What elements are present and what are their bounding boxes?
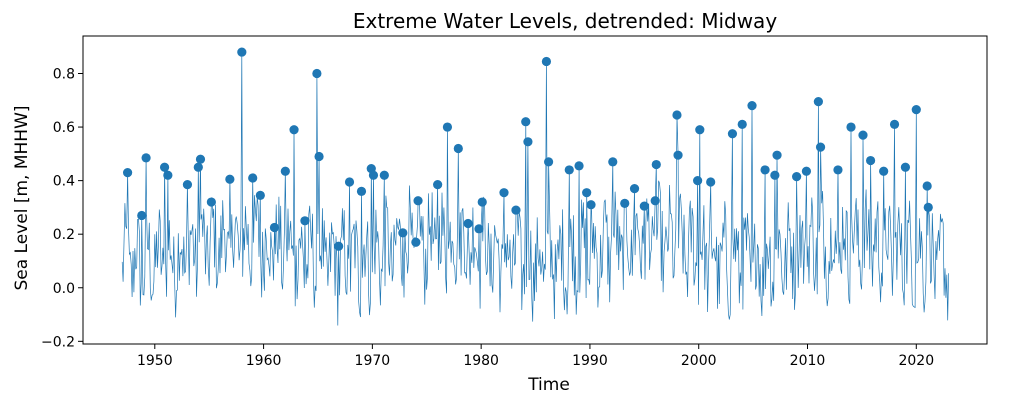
y-axis-label: Sea Level [m, MHHW] [12, 105, 32, 290]
x-tick-label: 1980 [463, 353, 499, 369]
extreme-point [695, 125, 705, 135]
extreme-point [911, 105, 921, 115]
extreme-point [334, 241, 344, 251]
extreme-point [543, 157, 554, 167]
extreme-point [269, 222, 280, 233]
extreme-point [541, 56, 552, 67]
extreme-point [815, 142, 826, 152]
extreme-point [760, 165, 770, 175]
extreme-point [255, 190, 265, 200]
extreme-point [123, 167, 133, 178]
extreme-point [772, 150, 782, 160]
extreme-point [770, 170, 780, 180]
extreme-point [582, 188, 592, 198]
extreme-point [433, 180, 443, 190]
extreme-point [673, 150, 683, 160]
extreme-point [801, 166, 812, 176]
extreme-point [923, 202, 933, 213]
extreme-point [411, 237, 421, 247]
extreme-point [858, 130, 868, 140]
y-tick-label: −0.2 [41, 334, 75, 350]
x-tick-label: 2010 [790, 353, 826, 369]
extreme-point [442, 122, 453, 132]
x-tick-label: 2020 [898, 353, 934, 369]
extreme-point [344, 177, 355, 187]
extreme-point [813, 97, 823, 107]
extreme-point [248, 173, 258, 183]
extreme-point [314, 151, 324, 162]
extreme-point [846, 122, 856, 132]
extreme-point [650, 196, 660, 206]
plot-frame [82, 35, 988, 345]
x-tick-label: 1970 [355, 353, 391, 369]
y-tick-label: 0.8 [53, 66, 75, 82]
extreme-point [499, 188, 509, 198]
y-tick-label: 0.2 [53, 227, 75, 243]
extreme-point [574, 161, 584, 171]
extreme-point [792, 172, 802, 182]
x-axis: 1950 1960 1970 1980 1990 2000 2010 2020 [137, 344, 934, 369]
extreme-point [639, 201, 649, 211]
extreme-point [141, 153, 151, 163]
extreme-point [620, 198, 630, 208]
extreme-point [398, 228, 408, 238]
extreme-point [413, 196, 423, 206]
extreme-point [737, 119, 747, 129]
extreme-point [195, 154, 206, 164]
extreme-point [747, 101, 757, 111]
extreme-point [608, 157, 618, 167]
x-tick-label: 1990 [572, 353, 608, 369]
extreme-point [564, 165, 574, 175]
extreme-point [474, 224, 484, 234]
y-tick-label: 0.6 [53, 120, 75, 136]
y-tick-label: 0.4 [53, 174, 75, 190]
extreme-point [193, 162, 203, 172]
y-axis: −0.2 0.0 0.2 0.4 0.6 0.8 [41, 66, 83, 350]
plot-area [121, 47, 949, 326]
extreme-point [889, 119, 900, 129]
extreme-point [137, 210, 147, 221]
extreme-point [629, 184, 640, 194]
extreme-point [163, 170, 173, 180]
extreme-point [182, 180, 193, 190]
extreme-point [706, 177, 716, 187]
extreme-point [477, 197, 487, 207]
extreme-point [586, 200, 596, 210]
extreme-point [879, 166, 889, 176]
x-tick-label: 1960 [246, 353, 282, 369]
extreme-point [225, 174, 235, 184]
y-tick-label: 0.0 [53, 281, 75, 297]
extreme-point [727, 129, 738, 139]
extreme-point [833, 165, 843, 175]
time-series-line [121, 52, 949, 326]
extreme-point [511, 205, 521, 215]
x-tick-label: 1950 [137, 353, 173, 369]
extreme-points [123, 47, 933, 251]
extreme-point [300, 216, 310, 226]
extreme-point [866, 155, 876, 166]
extreme-point [356, 186, 367, 196]
x-axis-label: Time [527, 375, 570, 395]
extreme-point [379, 170, 389, 180]
extreme-point [693, 176, 703, 186]
extreme-point [453, 143, 463, 154]
chart-title: Extreme Water Levels, detrended: Midway [353, 9, 777, 33]
water-level-line [121, 52, 949, 326]
extreme-point [521, 117, 531, 127]
extreme-point [280, 166, 290, 176]
extreme-point [900, 162, 911, 172]
extreme-point [651, 159, 661, 170]
extreme-point [523, 137, 533, 147]
extreme-point [206, 197, 216, 207]
extreme-point [312, 68, 322, 79]
extreme-point [237, 47, 247, 57]
extreme-point [922, 181, 932, 191]
extreme-point [463, 218, 473, 229]
extreme-point [159, 162, 170, 172]
extreme-point [672, 110, 682, 120]
extreme-point [368, 170, 379, 180]
x-tick-label: 2000 [681, 353, 717, 369]
extreme-point [289, 125, 299, 135]
